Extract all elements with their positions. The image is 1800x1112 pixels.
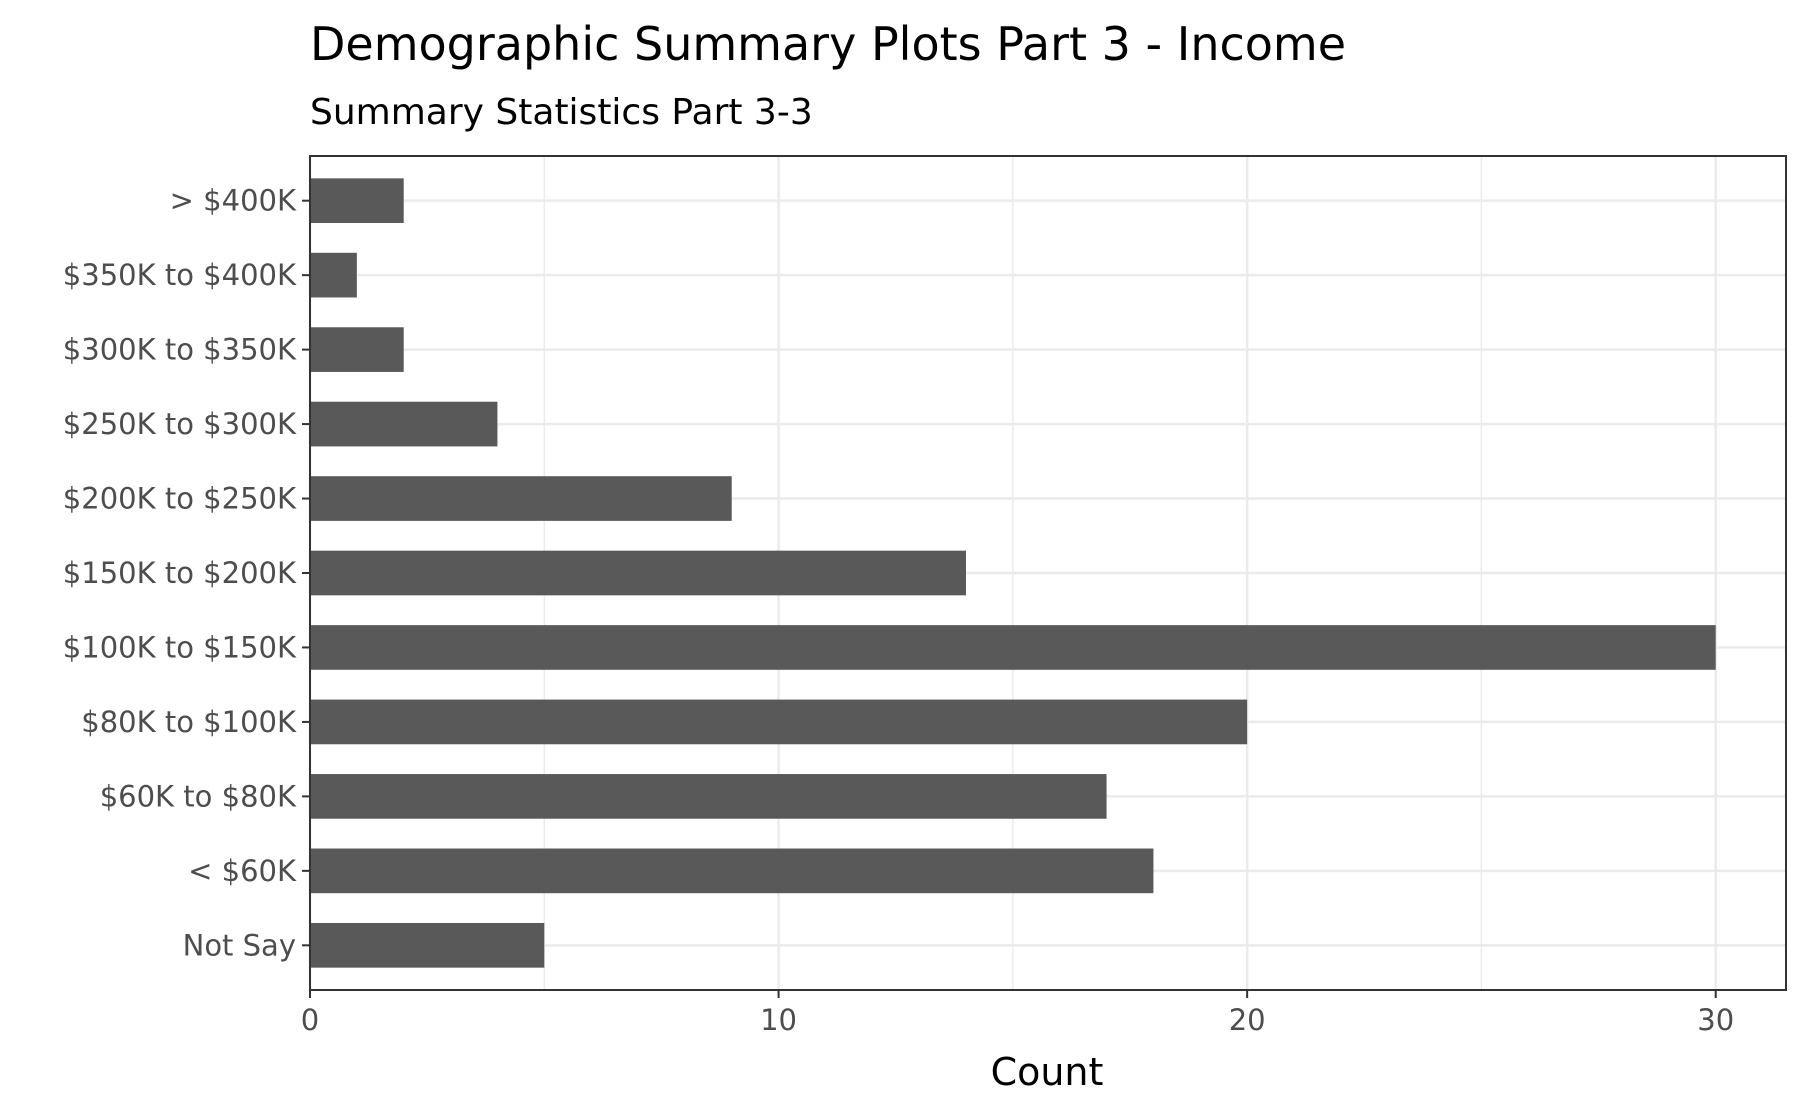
x-axis: 0 10 20 30 [301,990,1734,1037]
x-tick-label: 10 [760,1003,797,1037]
y-tick-label: $150K to $200K [63,556,297,590]
bar [310,327,404,372]
y-tick-label: > $400K [170,184,297,218]
x-tick-label: 30 [1697,1003,1734,1037]
bar [310,252,357,298]
x-tick-label: 0 [301,1003,319,1037]
y-tick-label: $60K to $80K [100,779,297,813]
chart-subtitle: Summary Statistics Part 3-3 [310,92,813,133]
bar [310,476,732,521]
y-tick-label: Not Say [183,928,296,962]
bar [310,178,404,224]
bar [310,401,498,447]
bars [310,178,1716,968]
bar [310,922,545,968]
x-axis-title: Count [991,1050,1104,1094]
bar [310,550,966,596]
y-tick-label: < $60K [188,854,297,888]
x-tick-label: 20 [1229,1003,1266,1037]
y-tick-label: $80K to $100K [81,705,297,739]
bar [310,774,1107,819]
y-axis: > $400K $350K to $400K $300K to $350K $250K… [63,184,310,962]
y-tick-label: $300K to $350K [63,333,297,367]
bar [310,625,1716,670]
y-tick-label: $200K to $250K [63,482,297,516]
y-tick-label: $100K to $150K [63,630,297,664]
y-tick-label: $350K to $400K [63,258,297,292]
bar [310,848,1154,894]
chart-title: Demographic Summary Plots Part 3 - Incom… [310,17,1346,71]
bar [310,699,1248,745]
y-tick-label: $250K to $300K [63,407,297,441]
